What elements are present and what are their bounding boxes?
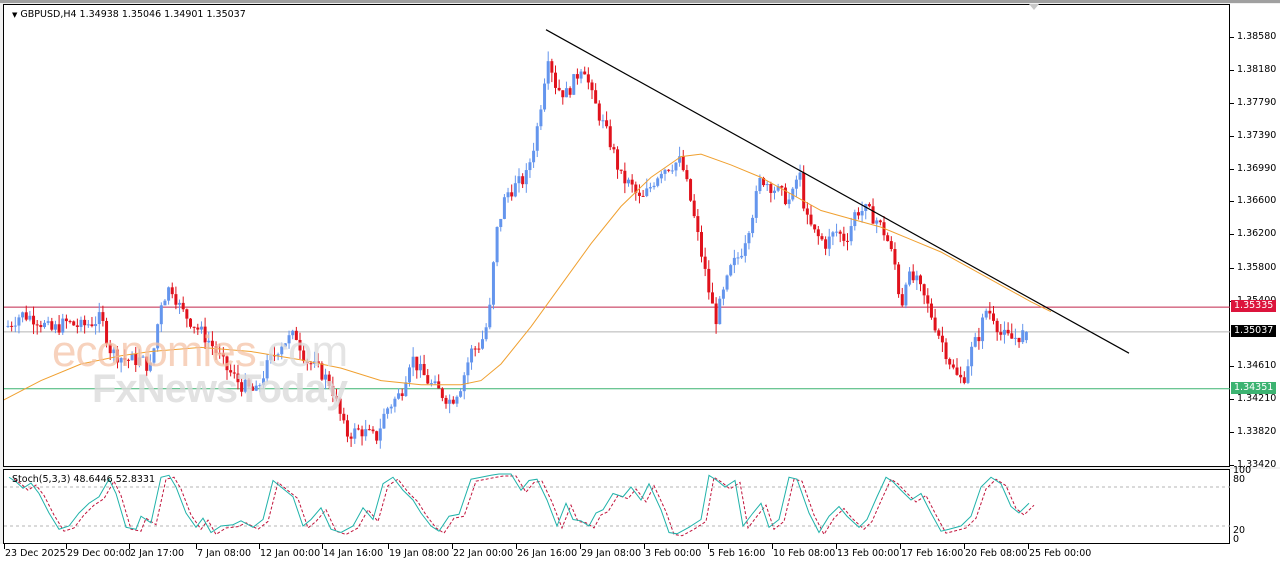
time-tick [900, 544, 901, 549]
time-tick-label: 10 Feb 08:00 [773, 548, 836, 559]
support-tag: 1.34351 [1231, 381, 1277, 394]
time-tick [322, 544, 323, 549]
time-tick [644, 544, 645, 549]
time-tick-label: 26 Jan 16:00 [517, 548, 578, 559]
watermark-economies: economies.com [52, 327, 348, 377]
collapse-triangle-icon[interactable]: ▼ [12, 11, 18, 19]
price-tick [1230, 102, 1234, 104]
stochastic-title: Stoch(5,3,3) 48.6446 52.8331 [12, 474, 156, 485]
time-tick-label: 13 Feb 00:00 [837, 548, 900, 559]
time-tick-label: 2 Jan 17:00 [130, 548, 185, 559]
price-chart-panel[interactable]: economies.com FxNewsToday ▼ GBPUSD,H4 1.… [3, 4, 1231, 467]
time-tick-label: 14 Jan 16:00 [323, 548, 384, 559]
price-tick-label: 1.36600 [1237, 195, 1277, 207]
time-tick-label: 22 Jan 00:00 [453, 548, 514, 559]
time-axis[interactable]: 23 Dec 2025 29 Dec 00:00 2 Jan 17:00 7 Jan … [0, 544, 1280, 567]
time-tick-label: 29 Jan 08:00 [581, 548, 642, 559]
time-tick [129, 544, 130, 549]
price-tick [1230, 135, 1234, 137]
price-tick [1230, 201, 1234, 203]
time-tick-label: 19 Jan 08:00 [389, 548, 450, 559]
window-top-border [0, 0, 1280, 3]
watermark-fxnewstoday: FxNewsToday [92, 367, 348, 411]
time-tick-label: 5 Feb 16:00 [709, 548, 766, 559]
time-tick-label: 25 Feb 00:00 [1029, 548, 1092, 559]
symbol-title: ▼ GBPUSD,H4 1.34938 1.35046 1.34901 1.35… [12, 9, 246, 20]
price-tick-label: 1.34210 [1237, 393, 1277, 405]
time-tick-label: 7 Jan 08:00 [197, 548, 252, 559]
stoch-signal-line [13, 475, 1035, 537]
stochastic-axis: 100 80 20 0 [1230, 465, 1280, 545]
price-tick [1230, 168, 1234, 170]
time-tick-label: 29 Dec 00:00 [67, 548, 131, 559]
time-tick-label: 17 Feb 16:00 [901, 548, 964, 559]
watermark-text-suffix: .com [255, 327, 348, 376]
price-tick-label: 1.33420 [1237, 459, 1277, 471]
price-tick [1230, 234, 1234, 236]
time-tick [516, 544, 517, 549]
stoch-level-label: 100 [1233, 465, 1252, 476]
chart-shift-marker-icon[interactable] [1029, 4, 1039, 10]
price-tick [1230, 37, 1234, 38]
candlestick-chart [4, 29, 1231, 449]
resistance-tag: 1.35335 [1231, 300, 1277, 313]
price-tick [1230, 431, 1234, 433]
time-tick [772, 544, 773, 549]
watermark-text: economies [52, 327, 257, 376]
stoch-main-line [8, 473, 1030, 535]
time-tick-label: 12 Jan 00:00 [260, 548, 321, 559]
price-tick-label: 1.38180 [1237, 64, 1277, 76]
moving-average-line [4, 153, 1052, 401]
time-tick [388, 544, 389, 549]
candles [6, 51, 1028, 449]
price-tick-label: 1.36990 [1237, 162, 1277, 174]
time-tick [66, 544, 67, 549]
price-axis[interactable]: 1.38580 1.38180 1.37790 1.37390 1.36990 1.366… [1230, 4, 1280, 471]
price-tick-label: 1.36200 [1237, 228, 1277, 240]
price-tick-label: 1.37390 [1237, 129, 1277, 141]
price-tick-label: 1.38580 [1237, 31, 1277, 42]
stoch-level-label: 20 [1233, 525, 1246, 536]
time-tick [259, 544, 260, 549]
time-tick-label: 20 Feb 08:00 [965, 548, 1028, 559]
stochastic-chart [4, 473, 1231, 537]
time-tick [964, 544, 965, 549]
stoch-level-label: 80 [1233, 474, 1246, 485]
time-tick [1028, 544, 1029, 549]
downtrend-line[interactable] [545, 29, 1130, 354]
stochastic-panel[interactable]: Stoch(5,3,3) 48.6446 52.8331 [3, 469, 1231, 544]
price-tick [1230, 70, 1234, 72]
price-tick-label: 1.33820 [1237, 425, 1277, 437]
price-tick [1230, 465, 1234, 467]
time-tick-label: 3 Feb 00:00 [645, 548, 702, 559]
stoch-level-label: 0 [1233, 534, 1240, 545]
current-price-tag: 1.35037 [1231, 324, 1277, 337]
symbol-ohlc: GBPUSD,H4 1.34938 1.35046 1.34901 1.3503… [20, 9, 246, 20]
price-tick [1230, 267, 1234, 269]
time-tick [196, 544, 197, 549]
time-tick [4, 544, 5, 549]
time-tick [836, 544, 837, 549]
time-tick [580, 544, 581, 549]
price-tick-label: 1.37790 [1237, 96, 1277, 108]
price-tick [1230, 399, 1234, 401]
time-tick-label: 23 Dec 2025 [5, 548, 66, 559]
price-tick [1230, 366, 1234, 368]
price-tick-label: 1.35800 [1237, 261, 1277, 273]
price-tick-label: 1.34610 [1237, 360, 1277, 372]
time-tick [452, 544, 453, 549]
time-tick [708, 544, 709, 549]
